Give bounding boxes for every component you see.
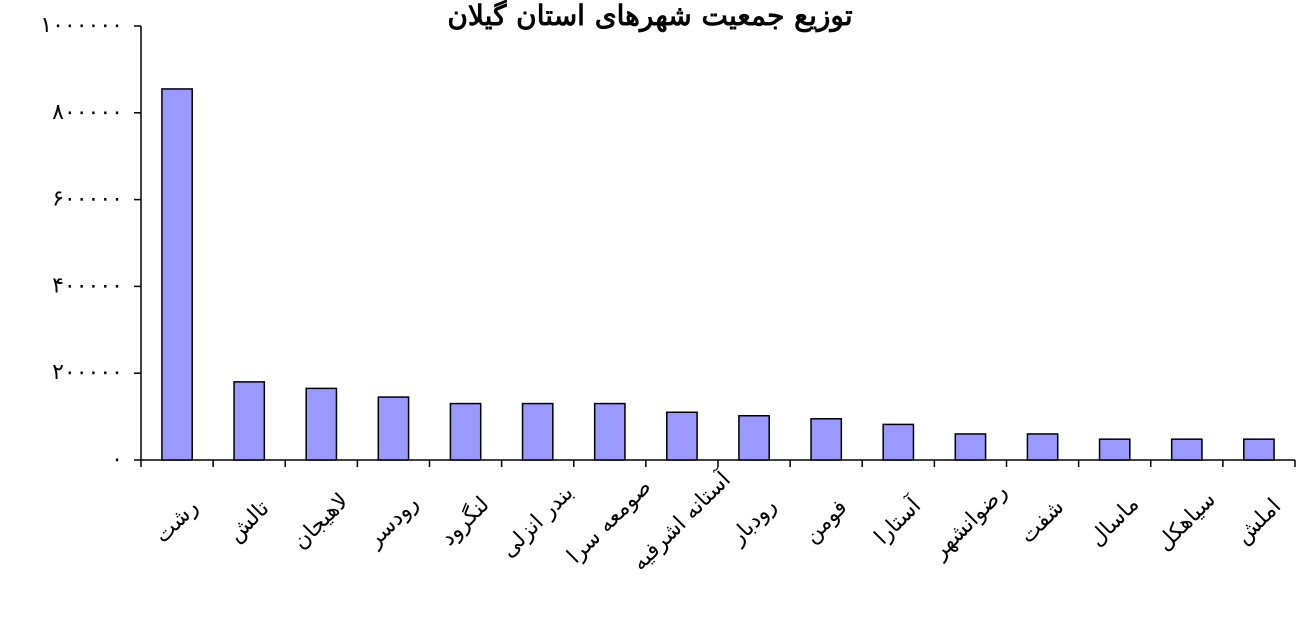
bar <box>377 396 410 461</box>
y-tick-label: ۴۰۰۰۰۰ <box>52 273 123 298</box>
x-tick-label: لاهیجان <box>288 489 354 555</box>
chart-title: توزیع جمعیت شهرهای استان گیلان <box>447 0 852 33</box>
y-tick-label: ۶۰۰۰۰۰ <box>52 187 123 212</box>
x-tick-label: فومن <box>799 495 852 548</box>
x-tick-label: ماسال <box>1084 492 1144 552</box>
x-tick-labels: رشت تالش لاهیجان رودسر لنگرود بندر انزلیصومعه… <box>150 465 1286 576</box>
x-tick-label: املش <box>1231 494 1286 549</box>
x-axis <box>140 459 1296 467</box>
y-tick-label: ۸۰۰۰۰۰ <box>52 100 123 125</box>
bar <box>1026 433 1059 461</box>
x-tick-label: رودسر <box>362 491 424 553</box>
y-tick-label: ۰ <box>111 447 123 472</box>
x-tick-label: لنگرود <box>435 492 494 551</box>
bar <box>1098 438 1131 461</box>
y-axis: ۰ ۲۰۰۰۰۰ ۴۰۰۰۰۰ ۶۰۰۰۰۰ ۸۰۰۰۰۰ ۱۰۰۰۰۰۰ <box>40 13 142 472</box>
x-tick-label: شفت <box>1015 495 1069 549</box>
bar <box>521 402 554 461</box>
bar <box>810 418 843 461</box>
y-tick-label: ۱۰۰۰۰۰۰ <box>40 13 123 38</box>
bar <box>1243 438 1275 461</box>
bar <box>666 411 698 461</box>
x-tick-label: سیاهکل <box>1152 487 1221 556</box>
x-tick-label: تالش <box>223 496 274 547</box>
bar <box>738 414 770 461</box>
x-tick-label: آستارا <box>868 491 926 549</box>
bars <box>161 88 1275 461</box>
bar <box>882 423 915 461</box>
x-tick-label: رضوانشهر <box>927 479 1012 564</box>
y-tick-label: ۲۰۰۰۰۰ <box>52 360 123 385</box>
bar <box>305 387 338 461</box>
x-tick-label: رشت <box>150 495 204 549</box>
bar <box>161 88 193 461</box>
x-tick-label: رودبار <box>725 494 782 551</box>
bar <box>449 402 482 461</box>
bar <box>233 381 266 461</box>
bar <box>593 402 626 461</box>
bar <box>1170 438 1203 461</box>
bar <box>954 433 987 461</box>
